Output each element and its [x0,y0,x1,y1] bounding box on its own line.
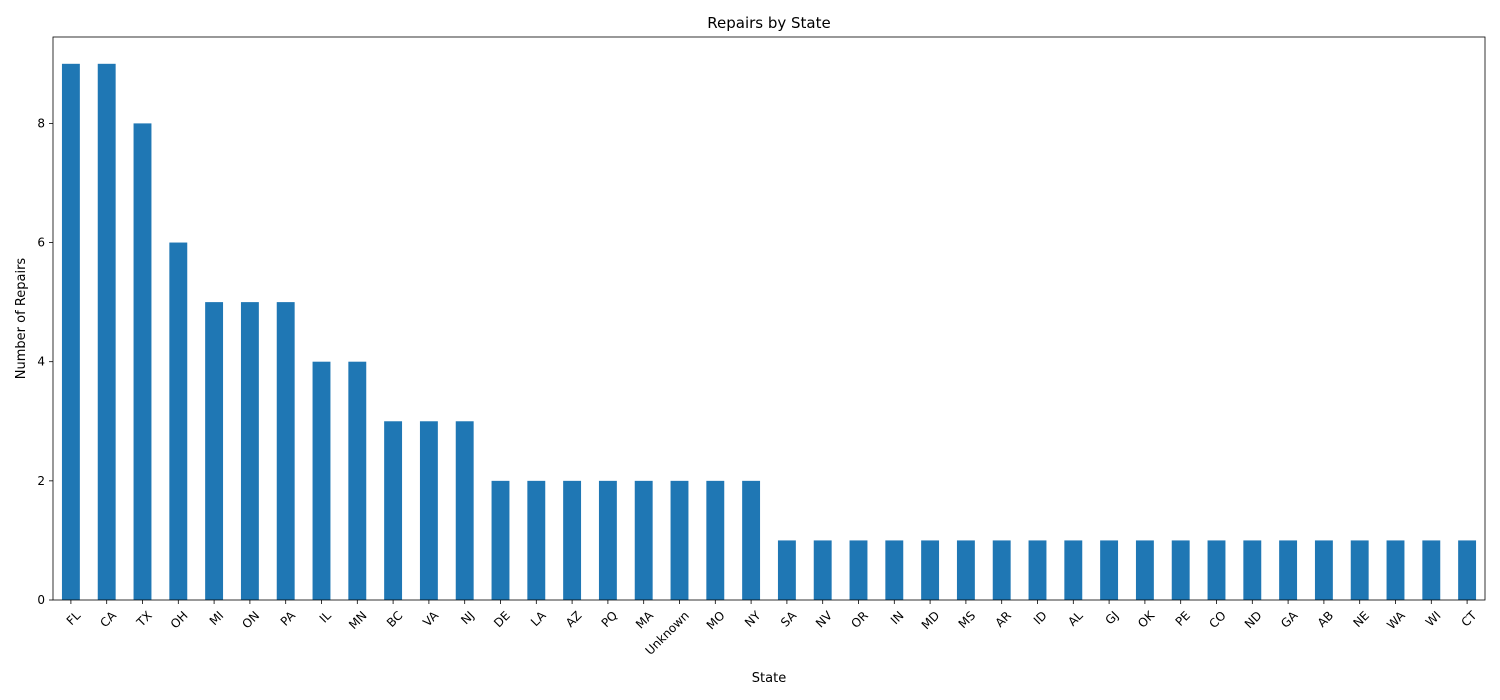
bar-de [491,480,510,600]
y-tick-label: 8 [37,116,45,130]
bar-il [312,361,331,600]
bar-unknown [670,480,689,600]
bar-tx [133,123,152,601]
chart-title: Repairs by State [707,14,830,32]
bar-ny [742,480,761,600]
bar-al [1064,540,1083,600]
bar-mn [348,361,367,600]
bar-gj [1100,540,1119,600]
bar-ab [1314,540,1333,600]
bar-wi [1422,540,1441,600]
y-tick-label: 4 [37,355,45,369]
bar-or [849,540,868,600]
bar-va [419,421,438,600]
bar-id [1028,540,1047,600]
bar-nv [813,540,832,600]
bar-co [1207,540,1226,600]
bar-la [527,480,546,600]
bars-group [61,63,1477,601]
bar-mo [706,480,725,600]
bar-md [921,540,940,600]
bar-fl [61,63,80,601]
bar-az [563,480,582,600]
bar-ma [634,480,653,600]
bar-ar [992,540,1011,600]
bar-mi [205,302,224,600]
bar-nj [455,421,474,600]
y-tick-label: 2 [37,474,45,488]
bar-ca [97,63,116,601]
bar-pq [598,480,617,600]
x-axis-label: State [752,671,786,686]
bar-bc [384,421,403,600]
bar-on [240,302,259,600]
bar-pe [1171,540,1190,600]
bar-ga [1279,540,1298,600]
y-axis-ticks: 0 2 4 6 8 [37,116,53,607]
bar-sa [777,540,796,600]
plot-frame [52,36,1486,601]
bar-in [885,540,904,600]
bar-ne [1350,540,1369,600]
bar-wa [1386,540,1405,600]
bar-ct [1458,540,1477,600]
bar-oh [169,242,188,601]
bar-ok [1135,540,1154,600]
y-axis-label: Number of Repairs [14,258,29,380]
bar-nd [1243,540,1262,600]
bar-pa [276,302,295,600]
y-tick-label: 6 [37,236,45,250]
bar-ms [956,540,975,600]
y-tick-label: 0 [37,593,45,607]
